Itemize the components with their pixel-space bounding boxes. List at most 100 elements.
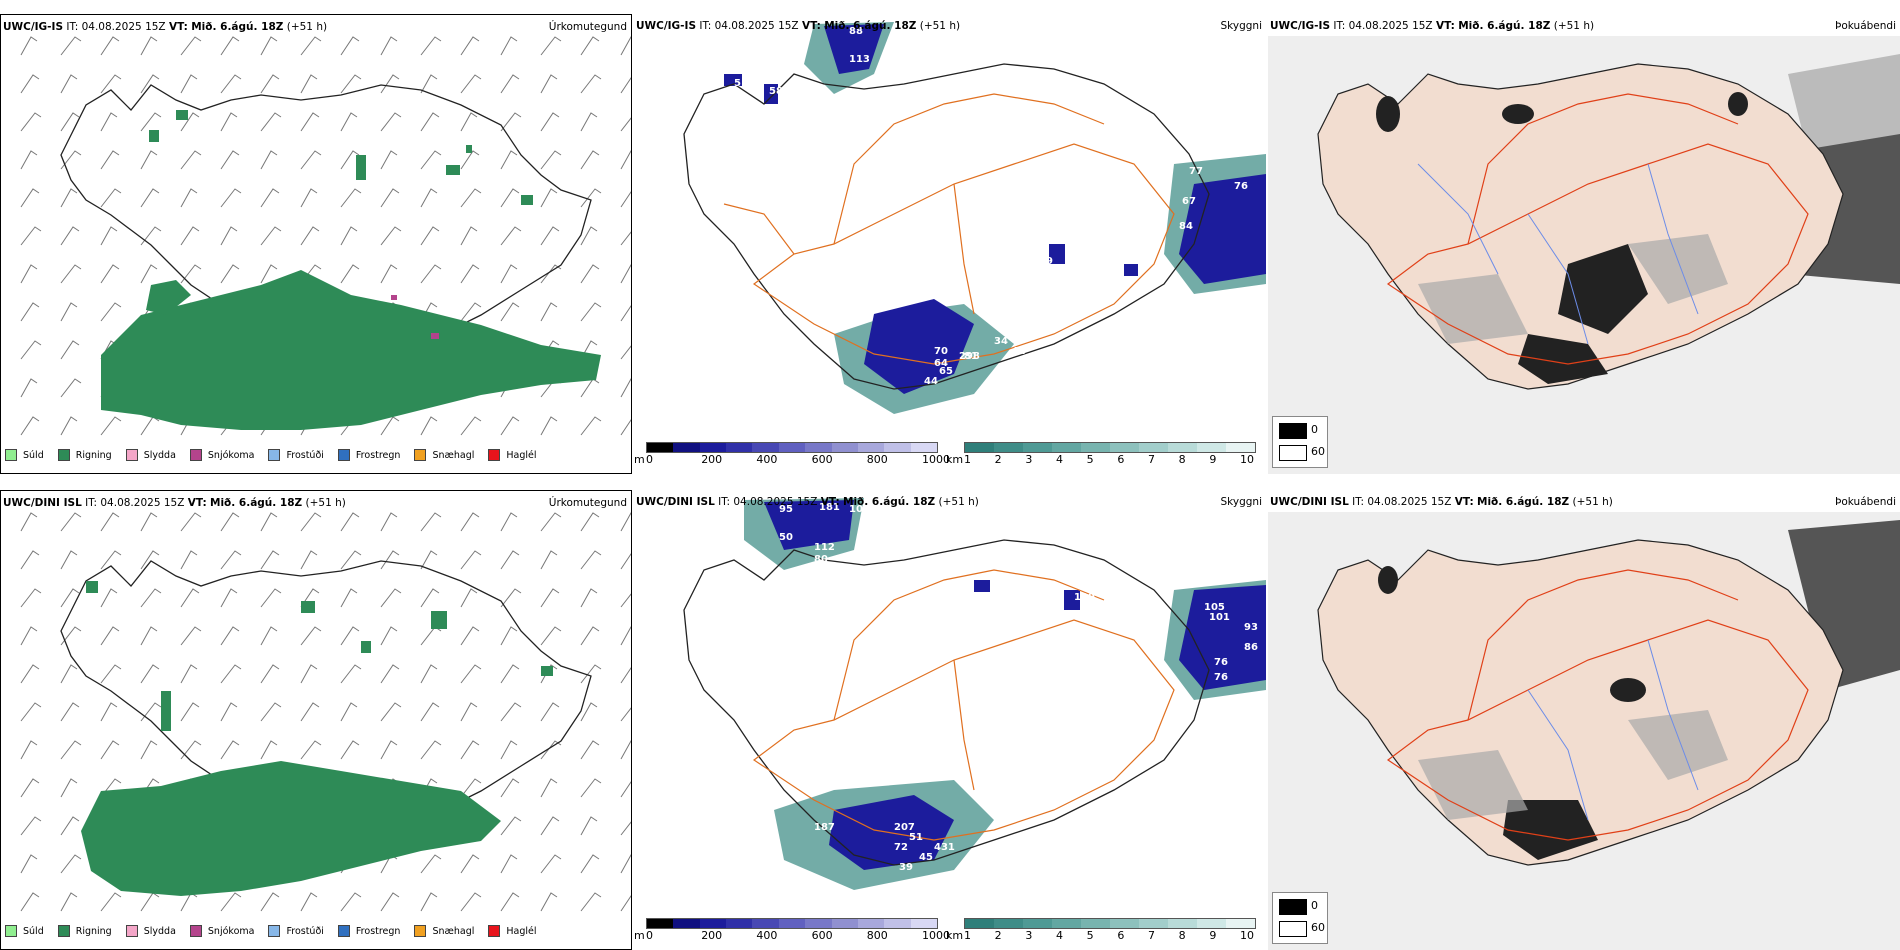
wind-barb <box>140 588 162 608</box>
wind-barb <box>20 112 42 132</box>
visibility-tick: 8 <box>1178 453 1186 466</box>
visibility-tick: 10 <box>1240 453 1254 466</box>
wind-barb <box>380 626 398 646</box>
wind-barb <box>20 74 40 94</box>
legend-item: Rigning <box>57 925 112 937</box>
wind-barb <box>380 588 402 608</box>
wind-barb <box>340 550 362 570</box>
wind-barb <box>260 226 282 246</box>
panel-header: UWC/IG-IS IT: 04.08.2025 15Z VT: Mið. 6.… <box>636 20 1262 34</box>
wind-barb <box>140 416 160 436</box>
fog-key-high: 0 <box>1311 423 1318 436</box>
colorbar-segment <box>673 443 700 452</box>
ceiling-label: 78 <box>1044 762 1058 773</box>
ceiling-label: 187 <box>814 822 835 833</box>
forecast-row-ig-is: UWC/IG-IS IT: 04.08.2025 15Z VT: Mið. 6.… <box>0 14 1900 474</box>
wind-barb <box>380 36 398 56</box>
colorbar-segment <box>965 443 994 452</box>
it-value: 04.08.2025 15Z <box>733 496 818 508</box>
wind-barb <box>500 512 518 532</box>
wind-barb <box>180 588 200 608</box>
wind-barb <box>20 512 38 532</box>
legend-swatch <box>5 925 17 937</box>
wind-barb <box>300 664 318 684</box>
wind-barb <box>500 892 520 912</box>
wind-barb <box>100 588 118 608</box>
wind-barb <box>580 188 602 208</box>
forecast-row-dini-isl: UWC/DINI ISL IT: 04.08.2025 15Z VT: Mið.… <box>0 490 1900 950</box>
wind-barb <box>580 378 600 398</box>
fog-key: 0 60 <box>1272 416 1328 468</box>
visibility-tick: 2 <box>994 453 1002 466</box>
wind-barb <box>220 226 238 246</box>
wind-barb <box>340 188 362 208</box>
colorbar-segment <box>726 443 753 452</box>
ceiling-tick: 200 <box>701 453 723 466</box>
wind-barb <box>500 740 518 760</box>
wind-barb <box>60 340 80 360</box>
colorbar-segment <box>778 443 806 452</box>
wind-barb <box>460 626 480 646</box>
ceiling-label: 38 <box>974 126 988 137</box>
wind-barb <box>260 626 278 646</box>
legend-swatch <box>414 449 427 461</box>
wind-barb <box>580 264 600 284</box>
wind-barb <box>20 550 40 570</box>
wind-barb <box>60 550 78 570</box>
road-network <box>1386 93 1809 365</box>
wind-barb <box>220 150 240 170</box>
wind-barb <box>380 188 400 208</box>
wind-barb <box>20 340 42 360</box>
wind-barb <box>140 36 158 56</box>
ceiling-label: 50 <box>779 532 793 543</box>
wind-barb <box>460 264 480 284</box>
wind-barb <box>300 150 322 170</box>
wind-barb <box>460 778 482 798</box>
colorbar-segment <box>805 919 832 928</box>
wind-barb <box>580 778 602 798</box>
wind-barb <box>100 416 122 436</box>
model-name: UWC/IG-IS <box>636 20 697 32</box>
ceiling-label: 72 <box>894 842 908 853</box>
legend-label: Slydda <box>143 449 176 461</box>
wind-barb <box>500 226 522 246</box>
wind-barb <box>540 740 562 760</box>
colorbar-segment <box>831 919 858 928</box>
wind-barb <box>420 740 442 760</box>
wind-barb <box>220 664 242 684</box>
visibility-tick: 5 <box>1086 929 1094 942</box>
wind-barb <box>500 778 520 798</box>
ceiling-label: 113 <box>849 54 870 65</box>
wind-barb <box>460 512 480 532</box>
wind-barb <box>340 740 360 760</box>
panel-header: UWC/DINI ISL IT: 04.08.2025 15Z VT: Mið.… <box>3 497 627 511</box>
wind-barb <box>300 188 318 208</box>
wind-barb <box>460 702 478 722</box>
wind-barb <box>580 702 598 722</box>
wind-barb <box>60 892 78 912</box>
visibility-tick: 2 <box>994 929 1002 942</box>
fog-map <box>1268 512 1900 950</box>
wind-barb <box>460 550 482 570</box>
wind-barb <box>540 74 558 94</box>
wind-barb <box>180 512 202 532</box>
wind-barb <box>420 264 442 284</box>
wind-barb <box>380 892 400 912</box>
wind-barb <box>620 895 631 912</box>
it-value: 04.08.2025 15Z <box>100 497 185 509</box>
wind-barb <box>100 150 120 170</box>
wind-barb <box>540 264 562 284</box>
wind-barb <box>20 664 40 684</box>
ceiling-tick: 800 <box>866 929 888 942</box>
wind-barb <box>460 150 480 170</box>
ceiling-unit: m <box>634 453 645 466</box>
visibility-tick: 10 <box>1240 929 1254 942</box>
fog-panel: UWC/IG-IS IT: 04.08.2025 15Z VT: Mið. 6.… <box>1268 14 1900 474</box>
legend-label: Rigning <box>75 925 112 937</box>
visibility-unit: km <box>946 453 964 466</box>
wind-barb <box>100 740 120 760</box>
wind-barb <box>580 892 602 912</box>
wind-barb <box>340 892 362 912</box>
